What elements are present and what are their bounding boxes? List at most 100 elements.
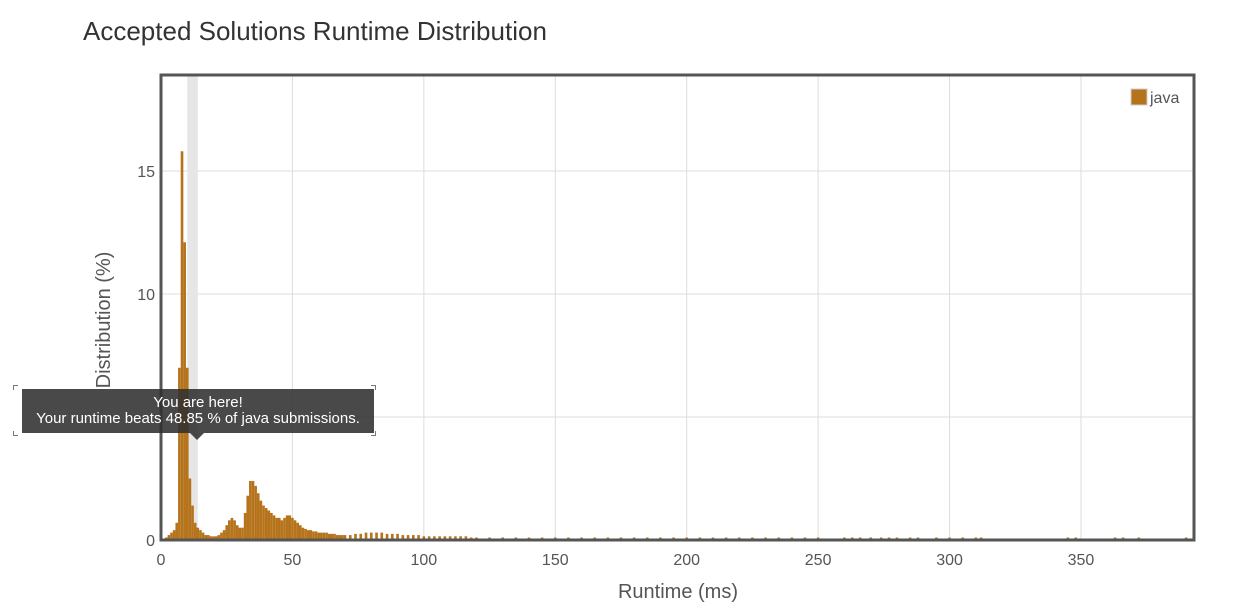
bar[interactable] [309, 530, 313, 540]
bar[interactable] [369, 532, 373, 540]
bar[interactable] [454, 536, 457, 540]
bar[interactable] [228, 520, 231, 540]
bar[interactable] [235, 525, 239, 540]
bar[interactable] [275, 517, 278, 540]
bar[interactable] [380, 532, 384, 540]
bar[interactable] [285, 515, 289, 540]
bar[interactable] [222, 530, 226, 540]
bar[interactable] [359, 533, 363, 540]
bar[interactable] [280, 520, 284, 540]
bar[interactable] [233, 520, 236, 540]
bar[interactable] [175, 522, 179, 540]
bar[interactable] [406, 535, 410, 540]
bar[interactable] [335, 535, 339, 540]
legend[interactable]: java [1130, 88, 1179, 107]
bar[interactable] [267, 510, 271, 540]
bar[interactable] [293, 520, 297, 540]
bar[interactable] [448, 536, 452, 540]
tooltip-arrow [190, 433, 204, 440]
bar[interactable] [396, 533, 399, 540]
x-tick-labels: 0 50 100 150 200 250 300 350 [157, 552, 1095, 569]
bar[interactable] [191, 505, 194, 540]
bar[interactable] [401, 535, 405, 540]
bar[interactable] [325, 532, 328, 540]
bar[interactable] [170, 532, 173, 540]
bar[interactable] [390, 533, 394, 540]
bar[interactable] [304, 528, 307, 540]
bar[interactable] [185, 367, 189, 540]
bar[interactable] [246, 495, 250, 540]
bar[interactable] [225, 525, 229, 540]
bar[interactable] [385, 533, 389, 540]
bars [164, 151, 1196, 541]
bar[interactable] [201, 532, 205, 540]
bar[interactable] [214, 536, 218, 540]
bar[interactable] [333, 533, 336, 540]
bar[interactable] [283, 517, 286, 540]
bar[interactable] [254, 485, 257, 540]
bar[interactable] [196, 527, 200, 540]
bar[interactable] [291, 517, 294, 540]
bar[interactable] [180, 151, 184, 540]
bar[interactable] [206, 535, 210, 540]
bar[interactable] [298, 525, 302, 540]
bar[interactable] [338, 535, 342, 540]
bar[interactable] [322, 532, 326, 540]
bar[interactable] [296, 522, 299, 540]
bar[interactable] [172, 530, 176, 540]
bar[interactable] [417, 535, 420, 540]
bar[interactable] [188, 478, 192, 540]
bar[interactable] [464, 536, 468, 540]
bar[interactable] [412, 535, 415, 540]
bar[interactable] [422, 536, 426, 540]
bar[interactable] [427, 536, 431, 540]
bar[interactable] [317, 532, 321, 540]
bar[interactable] [327, 533, 331, 540]
bar[interactable] [238, 527, 242, 540]
bar[interactable] [209, 536, 213, 540]
bar[interactable] [433, 536, 436, 540]
bar[interactable] [375, 532, 378, 540]
bar[interactable] [330, 533, 334, 540]
bar[interactable] [277, 517, 281, 540]
bar[interactable] [217, 535, 221, 540]
bar[interactable] [312, 531, 315, 540]
bar[interactable] [301, 527, 305, 540]
bar[interactable] [178, 367, 181, 540]
bar[interactable] [443, 536, 447, 540]
bar[interactable] [459, 536, 462, 540]
bar[interactable] [288, 515, 292, 540]
tooltip-corner [371, 385, 376, 390]
grid [161, 75, 1194, 540]
tooltip-corner [13, 385, 18, 390]
bar[interactable] [314, 531, 318, 540]
bar[interactable] [364, 532, 368, 540]
bar[interactable] [348, 535, 352, 540]
bar[interactable] [438, 536, 441, 540]
bar[interactable] [220, 532, 223, 540]
bar[interactable] [243, 512, 247, 540]
bar[interactable] [251, 480, 255, 540]
bar[interactable] [264, 508, 268, 540]
bar[interactable] [230, 517, 234, 540]
bar[interactable] [167, 535, 171, 540]
bar[interactable] [204, 535, 207, 540]
bar[interactable] [256, 493, 260, 540]
bar[interactable] [306, 530, 310, 540]
bar[interactable] [249, 480, 252, 540]
bar[interactable] [270, 512, 273, 540]
your-runtime-highlight [187, 75, 198, 540]
bar[interactable] [193, 522, 197, 540]
bar[interactable] [259, 500, 263, 540]
bar[interactable] [262, 505, 265, 540]
x-tick-label: 150 [542, 552, 569, 569]
bar[interactable] [199, 530, 202, 540]
bar[interactable] [212, 536, 215, 540]
bar[interactable] [341, 535, 344, 540]
bar[interactable] [343, 535, 347, 540]
bar[interactable] [320, 532, 323, 540]
x-axis-title: Runtime (ms) [618, 581, 738, 603]
bar[interactable] [354, 533, 357, 540]
bar[interactable] [241, 527, 244, 540]
bar[interactable] [272, 515, 276, 540]
